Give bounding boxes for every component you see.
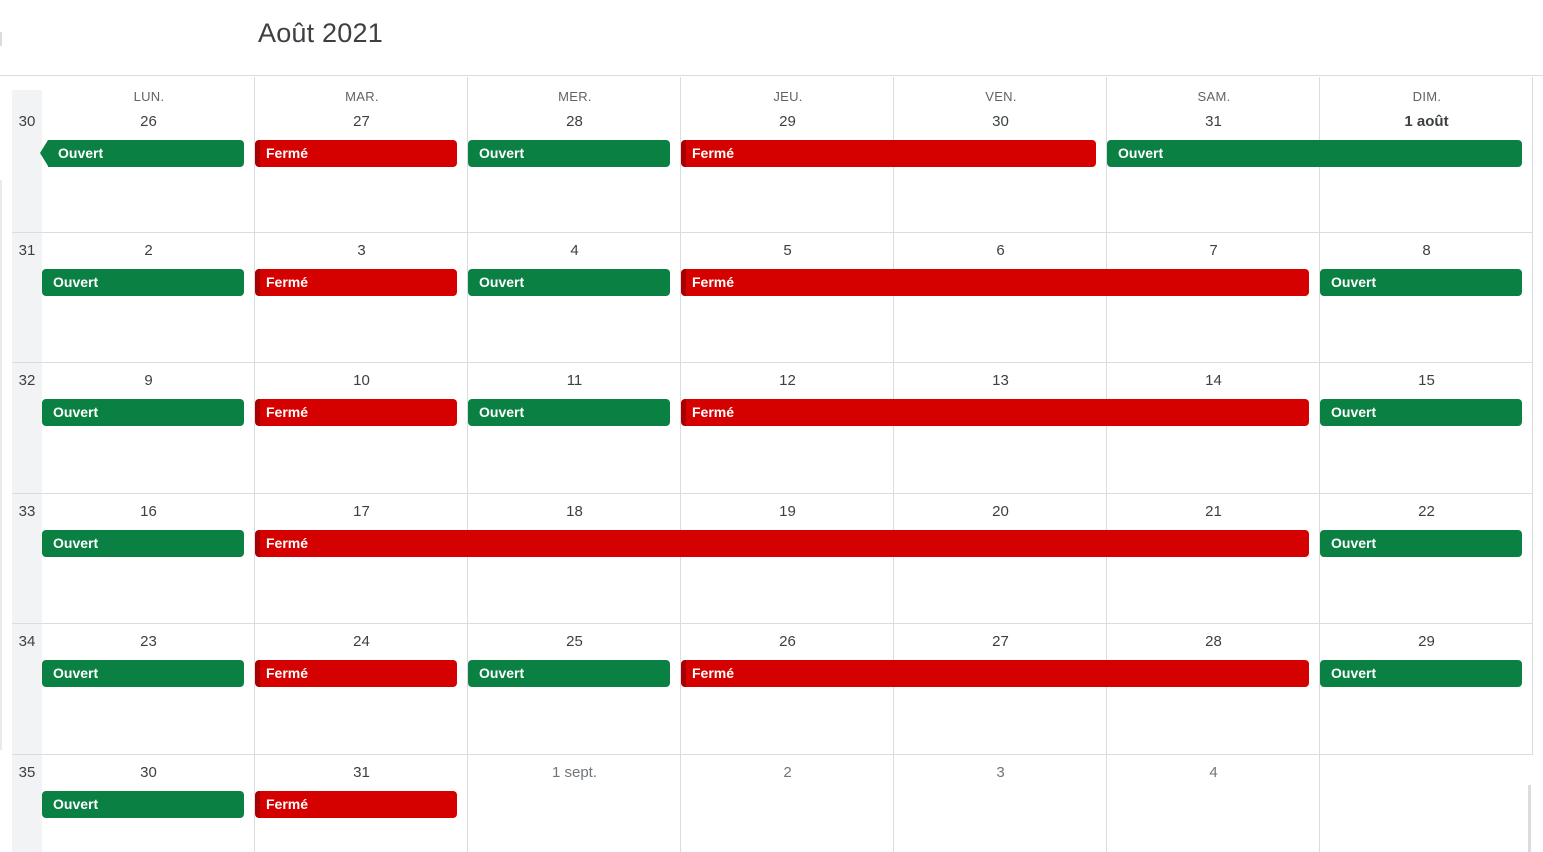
event-ferme[interactable]: Fermé <box>681 660 1309 687</box>
week-number[interactable]: 30 <box>18 113 36 130</box>
day-header-1: MAR. <box>345 89 379 104</box>
grid-vline <box>680 77 681 852</box>
day-number[interactable]: 14 <box>1205 372 1222 389</box>
day-header-6: DIM. <box>1412 89 1442 104</box>
day-number[interactable]: 5 <box>783 242 792 259</box>
event-ouvert[interactable]: Ouvert <box>42 530 244 557</box>
event-ouvert[interactable]: Ouvert <box>42 399 244 426</box>
event-ouvert[interactable]: Ouvert <box>468 269 670 296</box>
grid-hline <box>12 232 1533 233</box>
event-ouvert[interactable]: Ouvert <box>1107 140 1522 167</box>
day-number[interactable]: 3 <box>357 242 366 259</box>
grid-vline <box>893 77 894 852</box>
event-ouvert[interactable]: Ouvert <box>468 399 670 426</box>
calendar-header: Août 2021 <box>0 0 1543 76</box>
event-ouvert[interactable]: Ouvert <box>468 660 670 687</box>
day-number[interactable]: 27 <box>992 633 1009 650</box>
day-number[interactable]: 26 <box>779 633 796 650</box>
day-number[interactable]: 16 <box>140 503 157 520</box>
day-number[interactable]: 25 <box>566 633 583 650</box>
day-number[interactable]: 13 <box>992 372 1009 389</box>
day-number[interactable]: 30 <box>140 764 157 781</box>
event-ferme[interactable]: Fermé <box>255 660 457 687</box>
right-edge <box>1528 785 1531 852</box>
event-ouvert[interactable]: Ouvert <box>42 791 244 818</box>
grid-hline <box>12 754 1533 755</box>
event-ferme[interactable]: Fermé <box>255 530 1309 557</box>
week-number[interactable]: 31 <box>18 242 36 259</box>
day-number[interactable]: 9 <box>144 372 153 389</box>
day-number[interactable]: 22 <box>1418 503 1435 520</box>
day-number[interactable]: 2 <box>144 242 153 259</box>
event-ouvert[interactable]: Ouvert <box>1320 530 1522 557</box>
event-ferme[interactable]: Fermé <box>681 140 1096 167</box>
day-number[interactable]: 10 <box>353 372 370 389</box>
scroll-edge <box>0 180 2 750</box>
day-number[interactable]: 31 <box>353 764 370 781</box>
day-number[interactable]: 12 <box>779 372 796 389</box>
day-number[interactable]: 4 <box>570 242 579 259</box>
event-ouvert[interactable]: Ouvert <box>1320 269 1522 296</box>
day-number[interactable]: 11 <box>566 372 583 389</box>
grid-vline <box>1106 77 1107 852</box>
day-number[interactable]: 17 <box>353 503 370 520</box>
event-ouvert[interactable]: Ouvert <box>48 140 244 167</box>
day-number[interactable]: 1 août <box>1404 113 1449 130</box>
day-number[interactable]: 19 <box>779 503 796 520</box>
day-number[interactable]: 31 <box>1205 113 1222 130</box>
day-header-2: MER. <box>558 89 592 104</box>
day-header-0: LUN. <box>133 89 165 104</box>
day-number[interactable]: 27 <box>353 113 370 130</box>
day-header-5: SAM. <box>1197 89 1231 104</box>
event-ferme[interactable]: Fermé <box>681 269 1309 296</box>
continues-left-arrow <box>40 140 48 166</box>
day-number[interactable]: 23 <box>140 633 157 650</box>
event-ferme[interactable]: Fermé <box>681 399 1309 426</box>
event-ouvert[interactable]: Ouvert <box>42 269 244 296</box>
event-ouvert[interactable]: Ouvert <box>468 140 670 167</box>
day-number[interactable]: 20 <box>992 503 1009 520</box>
day-number[interactable]: 29 <box>1418 633 1435 650</box>
grid-vline <box>1532 77 1533 754</box>
grid-hline <box>12 493 1533 494</box>
day-number[interactable]: 24 <box>353 633 370 650</box>
day-number[interactable]: 1 sept. <box>551 764 598 781</box>
page-title: Août 2021 <box>258 18 383 48</box>
day-header-3: JEU. <box>773 89 803 104</box>
week-number[interactable]: 33 <box>18 503 36 520</box>
day-number[interactable]: 29 <box>779 113 796 130</box>
day-number[interactable]: 21 <box>1205 503 1222 520</box>
event-ferme[interactable]: Fermé <box>255 791 457 818</box>
day-number[interactable]: 7 <box>1209 242 1218 259</box>
day-number[interactable]: 3 <box>996 764 1005 781</box>
day-number[interactable]: 30 <box>992 113 1009 130</box>
event-ouvert[interactable]: Ouvert <box>1320 660 1522 687</box>
day-number[interactable]: 28 <box>1205 633 1222 650</box>
day-number[interactable]: 8 <box>1422 242 1431 259</box>
week-number[interactable]: 32 <box>18 372 36 389</box>
event-ferme[interactable]: Fermé <box>255 269 457 296</box>
grid-vline <box>1319 77 1320 852</box>
day-number[interactable]: 15 <box>1418 372 1435 389</box>
event-ferme[interactable]: Fermé <box>255 140 457 167</box>
event-ouvert[interactable]: Ouvert <box>1320 399 1522 426</box>
event-ferme[interactable]: Fermé <box>255 399 457 426</box>
grid-hline <box>12 623 1533 624</box>
grid-vline <box>467 77 468 852</box>
event-ouvert[interactable]: Ouvert <box>42 660 244 687</box>
day-header-4: VEN. <box>985 89 1017 104</box>
day-number[interactable]: 6 <box>996 242 1005 259</box>
day-number[interactable]: 28 <box>566 113 583 130</box>
day-number[interactable]: 18 <box>566 503 583 520</box>
day-number[interactable]: 4 <box>1209 764 1218 781</box>
week-number[interactable]: 34 <box>18 633 36 650</box>
day-number[interactable]: 26 <box>140 113 157 130</box>
day-number[interactable]: 2 <box>783 764 792 781</box>
month-grid: LUN. MAR. MER. JEU. VEN. SAM. DIM. 30 26 27 28 29 30… <box>0 77 1543 852</box>
grid-vline <box>254 77 255 852</box>
left-edge-mark <box>0 32 2 46</box>
grid-hline <box>12 362 1533 363</box>
week-number[interactable]: 35 <box>18 764 36 781</box>
week-number-column <box>12 90 42 852</box>
